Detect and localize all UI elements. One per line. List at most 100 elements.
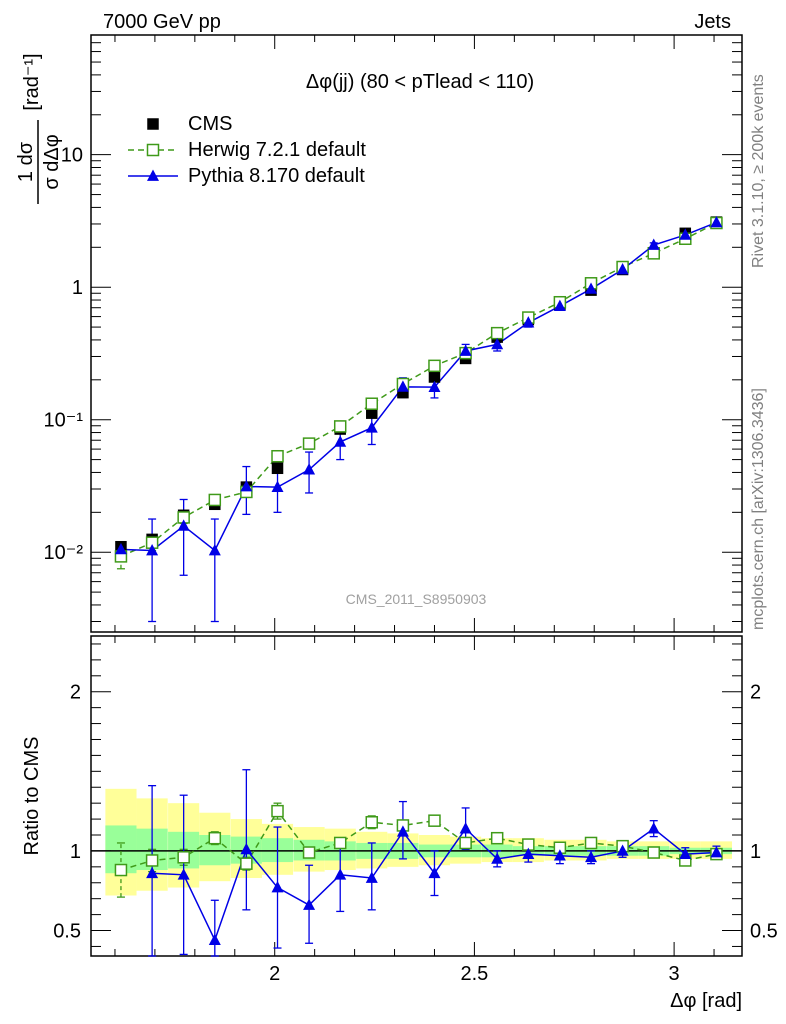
legend: CMS Herwig 7.2.1 default Pythia 8.170 defa… — [128, 113, 366, 187]
pythia-data-point — [522, 316, 535, 328]
pythia-ratio-point — [491, 852, 504, 864]
legend-pythia-marker — [147, 169, 159, 181]
herwig-ratio-point — [271, 804, 284, 818]
cms-data-point — [271, 462, 284, 475]
pythia-data-point — [491, 337, 504, 350]
pythia-data-point — [303, 463, 316, 475]
pythia-data-point — [553, 299, 566, 311]
legend-cms-marker — [147, 118, 159, 130]
pythia-ratio-point — [177, 868, 190, 880]
pythia-data-point — [208, 544, 221, 556]
pythia-ratio-point — [271, 881, 284, 893]
ratio-frame — [90, 635, 743, 957]
y-tick-label: 10 — [61, 145, 83, 167]
pythia-ratio-point — [334, 868, 347, 880]
pythia-ratio-point — [303, 898, 316, 910]
x-tick-label: 2 — [269, 963, 280, 985]
legend-cms-label: CMS — [188, 113, 232, 135]
pythia-data-point — [616, 263, 629, 275]
y-label-denominator: σ dΔφ — [41, 134, 63, 189]
pythia-data-point — [396, 380, 409, 392]
herwig-ratio-point — [490, 831, 504, 845]
pythia-data-point — [647, 238, 660, 250]
herwig-ratio-point — [647, 846, 660, 859]
herwig-ratio-point — [145, 854, 159, 867]
herwig-ratio-point — [177, 851, 190, 864]
y-tick-label: 2 — [70, 682, 81, 704]
pythia-ratio-point — [585, 850, 598, 863]
herwig-data-point — [365, 397, 379, 410]
pythia-data-point — [177, 519, 190, 531]
legend-herwig-marker — [146, 143, 160, 157]
y-tick-label: 10⁻¹ — [44, 410, 84, 432]
herwig-ratio-point — [333, 836, 347, 850]
y-label-unit: [rad⁻¹] — [21, 53, 43, 110]
pythia-ratio-point — [710, 846, 723, 858]
x-tick-label: 3 — [669, 963, 680, 985]
pythia-ratio-point — [647, 822, 660, 834]
pythia-data-point — [679, 228, 692, 240]
herwig-ratio-line — [120, 809, 717, 871]
cms-data-point — [428, 371, 441, 383]
herwig-ratio-point — [208, 831, 222, 845]
herwig-data-point — [302, 437, 316, 450]
rivet-label: Rivet 3.1.10, ≥ 200k events — [750, 74, 767, 268]
herwig-data-point — [271, 449, 284, 463]
herwig-ratio-point — [459, 836, 472, 850]
herwig-ratio-point — [365, 816, 379, 829]
pythia-data-point — [459, 344, 472, 356]
main-frame — [90, 34, 743, 633]
ratio-y-axis-label: Ratio to CMS — [21, 737, 43, 856]
mcplots-label: mcplots.cern.ch [arXiv:1306.3436] — [750, 388, 767, 630]
y-tick-label: 0.5 — [53, 921, 81, 943]
pythia-data-point — [271, 480, 284, 492]
herwig-data-point — [208, 493, 222, 507]
pythia-ratio-point — [146, 866, 159, 879]
y-axis-label: 1 dσ σ dΔφ [rad⁻¹] — [15, 53, 63, 204]
header-left: 7000 GeV pp — [103, 11, 221, 33]
herwig-ratio-point — [428, 814, 441, 827]
pythia-data-point — [365, 421, 378, 433]
y-tick-label: 1 — [70, 841, 81, 863]
pythia-ratio-point — [459, 822, 472, 834]
pythia-data-point — [428, 380, 441, 393]
pythia-data-point — [710, 215, 723, 228]
pythia-data-point — [114, 542, 127, 555]
herwig-ratio-point — [302, 846, 316, 859]
pythia-ratio-point — [679, 847, 692, 859]
herwig-data-point — [428, 359, 441, 373]
herwig-data-point — [490, 326, 504, 340]
y-tick-label: 1 — [72, 277, 83, 299]
pythia-ratio-point — [553, 849, 566, 861]
chart-title: Δφ(jj) (80 < pTlead < 110) — [306, 71, 534, 93]
pythia-data-point — [585, 282, 598, 294]
pythia-ratio-point — [522, 847, 535, 859]
main-panel: 10⁻² 10⁻¹ 1 10 1 dσ σ dΔφ [rad⁻¹] Δφ(jj) (80 < … — [15, 34, 743, 633]
x-axis-label: Δφ [rad] — [670, 990, 742, 1012]
pythia-ratio-point — [396, 825, 409, 837]
x-tick-label: 2.5 — [461, 963, 489, 985]
pythia-ratio-point — [428, 866, 441, 879]
pythia-ratio-point — [365, 871, 378, 883]
legend-pythia-label: Pythia 8.170 default — [188, 165, 365, 187]
header-right: Jets — [694, 11, 731, 33]
pythia-ratio-point — [208, 933, 221, 945]
herwig-data-point — [333, 420, 347, 433]
y-label-numerator: 1 dσ — [15, 141, 37, 182]
watermark: CMS_2011_S8950903 — [346, 591, 487, 607]
y-tick-label-right: 0.5 — [750, 921, 778, 943]
pythia-ratio-point — [616, 844, 629, 856]
ratio-panel: 2 2.5 3 Δφ [rad] 0.5 0.5 1 1 2 2 Ratio to CMS — [21, 635, 778, 1012]
pythia-data-point — [240, 480, 253, 492]
y-tick-label: 10⁻² — [44, 542, 84, 564]
y-tick-label-right: 2 — [750, 682, 761, 704]
herwig-ratio-point — [240, 857, 253, 870]
y-tick-label-right: 1 — [750, 841, 761, 863]
herwig-ratio-point — [584, 836, 598, 850]
herwig-ratio-point — [114, 863, 128, 877]
pythia-ratio-point — [240, 842, 253, 855]
legend-herwig-label: Herwig 7.2.1 default — [188, 139, 366, 161]
pythia-data-point — [146, 544, 159, 556]
pythia-data-point — [334, 435, 347, 447]
